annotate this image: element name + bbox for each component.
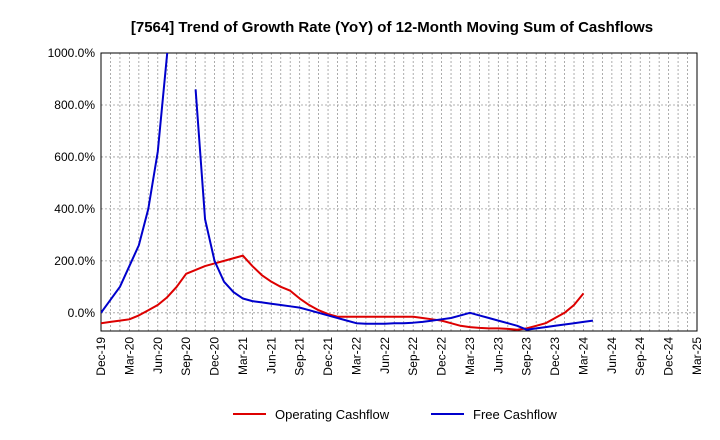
x-tick-label: Sep-24 <box>633 337 647 376</box>
series-line-free-cashflow <box>101 53 169 314</box>
x-tick-label: Dec-23 <box>548 337 562 376</box>
grid-layer <box>101 52 697 331</box>
x-tick-label: Mar-25 <box>690 337 704 375</box>
y-tick-label: 600.0% <box>54 150 95 164</box>
y-tick-label: 1000.0% <box>48 46 96 60</box>
y-tick-label: 200.0% <box>54 254 95 268</box>
y-tick-label: 800.0% <box>54 98 95 112</box>
x-tick-label: Jun-24 <box>605 337 619 374</box>
x-tick-label: Dec-19 <box>94 337 108 376</box>
x-tick-label: Jun-23 <box>491 337 505 374</box>
x-tick-label: Sep-22 <box>406 337 420 376</box>
x-tick-label: Sep-21 <box>293 337 307 376</box>
y-axis-labels: 0.0% 200.0% 400.0% 600.0% 800.0% 1000.0% <box>48 46 96 320</box>
legend-label: Free Cashflow <box>473 407 557 422</box>
x-tick-label: Sep-23 <box>520 337 534 376</box>
legend-free-cashflow: Free Cashflow <box>431 407 557 422</box>
series-line-operating-cashflow <box>101 254 585 331</box>
x-tick-label: Jun-22 <box>378 337 392 374</box>
legend-label: Operating Cashflow <box>275 407 390 422</box>
plot-frame <box>100 52 698 332</box>
y-tick-label: 400.0% <box>54 202 95 216</box>
y-tick-label: 0.0% <box>68 306 96 320</box>
x-tick-label: Mar-20 <box>122 337 136 375</box>
x-axis-labels: Dec-19 Mar-20 Jun-20 Sep-20 Dec-20 Mar-21 Jun-… <box>94 337 704 376</box>
chart-title: [7564] Trend of Growth Rate (YoY) of 12-… <box>131 19 653 36</box>
x-tick-label: Mar-21 <box>236 337 250 375</box>
x-tick-label: Dec-22 <box>435 337 449 376</box>
x-tick-label: Sep-20 <box>179 337 193 376</box>
x-tick-label: Jun-21 <box>264 337 278 374</box>
series-layer <box>101 53 594 331</box>
legend: Operating Cashflow Free Cashflow <box>233 407 557 422</box>
x-tick-label: Dec-24 <box>662 337 676 376</box>
x-tick-label: Mar-23 <box>463 337 477 375</box>
x-tick-label: Dec-21 <box>321 337 335 376</box>
x-tick-label: Dec-20 <box>208 337 222 376</box>
legend-operating-cashflow: Operating Cashflow <box>233 407 390 422</box>
x-tick-label: Mar-24 <box>576 337 590 375</box>
series-line-free-cashflow <box>194 89 594 331</box>
x-tick-label: Jun-20 <box>151 337 165 374</box>
x-tick-label: Mar-22 <box>349 337 363 375</box>
